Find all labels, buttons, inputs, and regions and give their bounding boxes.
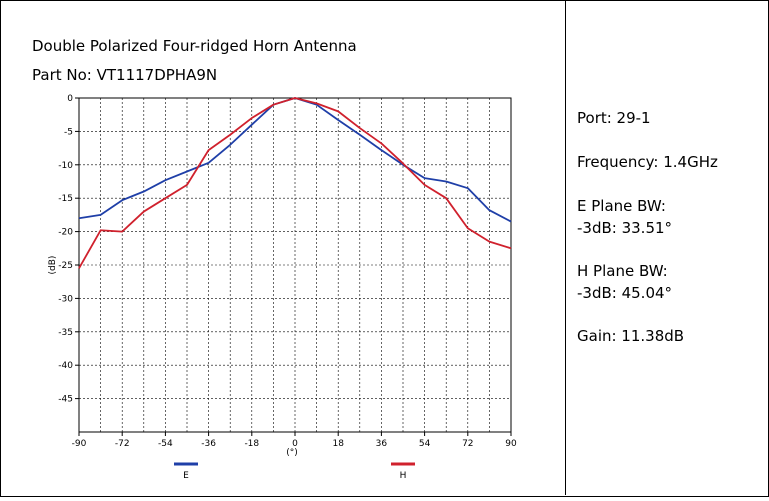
- legend-label: H: [400, 471, 407, 481]
- info: Gain: 11.38dB: [577, 327, 685, 345]
- y-tick-label: -15: [58, 194, 73, 204]
- y-tick-label: -40: [58, 361, 73, 371]
- y-tick-label: -25: [58, 261, 73, 271]
- info: -3dB: 45.04°: [577, 284, 673, 302]
- x-tick-label: -54: [158, 439, 173, 449]
- x-tick-label: 72: [462, 439, 473, 449]
- x-tick-label: 90: [505, 439, 517, 449]
- legend-label: E: [183, 471, 189, 481]
- y-tick-label: -20: [58, 228, 73, 238]
- y-tick-label: -30: [58, 294, 73, 304]
- y-tick-label: -5: [64, 127, 73, 137]
- info: Port: 29-1: [577, 109, 651, 127]
- x-axis-label: (°): [286, 448, 298, 458]
- y-tick-label: -45: [58, 395, 73, 405]
- x-tick-label: -18: [244, 439, 259, 449]
- y-tick-label: -10: [58, 161, 73, 171]
- x-tick-label: 0: [292, 439, 298, 449]
- x-tick-label: -36: [201, 439, 216, 449]
- title: Double Polarized Four-ridged Horn Antenn…: [32, 37, 357, 55]
- part-no: Part No: VT1117DPHA9N: [32, 66, 218, 84]
- y-axis-label: (dB): [48, 256, 58, 275]
- info: E Plane BW:: [577, 197, 666, 215]
- info: Frequency: 1.4GHz: [577, 153, 718, 171]
- divider: [565, 0, 566, 495]
- x-tick-label: 54: [419, 439, 431, 449]
- x-tick-label: -72: [115, 439, 130, 449]
- info: -3dB: 33.51°: [577, 219, 673, 237]
- x-tick-label: 18: [332, 439, 344, 449]
- x-tick-label: -90: [72, 439, 87, 449]
- y-tick-label: 0: [67, 94, 73, 104]
- info: H Plane BW:: [577, 262, 668, 280]
- x-tick-label: 36: [376, 439, 388, 449]
- series-line: [78, 97, 512, 269]
- y-tick-label: -35: [58, 328, 73, 338]
